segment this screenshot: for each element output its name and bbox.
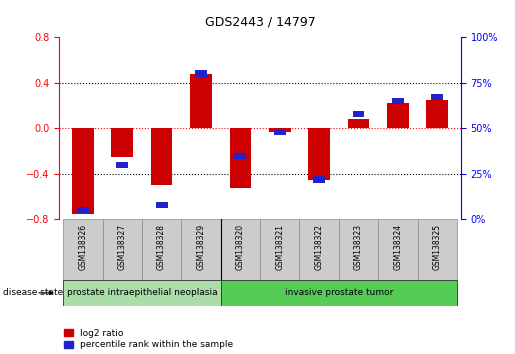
Text: GSM138328: GSM138328 [157, 224, 166, 270]
Text: GSM138326: GSM138326 [78, 224, 88, 270]
Text: GSM138322: GSM138322 [315, 224, 323, 270]
Bar [299, 219, 339, 280]
Bar [72, 128, 94, 214]
Bar [195, 70, 207, 77]
Text: GDS2443 / 14797: GDS2443 / 14797 [204, 15, 316, 28]
Bar [339, 219, 378, 280]
Bar [221, 280, 457, 306]
Bar [387, 103, 409, 128]
Text: disease state: disease state [3, 289, 63, 297]
Bar [426, 100, 448, 128]
Bar [111, 128, 133, 157]
Bar [190, 74, 212, 128]
Bar [313, 176, 325, 183]
Bar [221, 219, 260, 280]
Text: GSM138327: GSM138327 [118, 224, 127, 270]
Bar [308, 128, 330, 179]
Bar [392, 98, 404, 104]
Bar [102, 219, 142, 280]
Bar [156, 202, 167, 208]
Bar [63, 219, 102, 280]
Bar [77, 207, 89, 213]
Text: GSM138321: GSM138321 [275, 224, 284, 270]
Bar [353, 110, 365, 117]
Bar [269, 128, 290, 132]
Bar [260, 219, 299, 280]
Bar [274, 129, 286, 135]
Bar [234, 153, 246, 159]
Text: GSM138325: GSM138325 [433, 224, 442, 270]
Text: invasive prostate tumor: invasive prostate tumor [285, 289, 393, 297]
Bar [378, 219, 418, 280]
Bar [116, 162, 128, 168]
Bar [63, 280, 221, 306]
Text: GSM138329: GSM138329 [197, 224, 205, 270]
Bar [142, 219, 181, 280]
Text: GSM138323: GSM138323 [354, 224, 363, 270]
Legend: log2 ratio, percentile rank within the sample: log2 ratio, percentile rank within the s… [64, 329, 233, 349]
Bar [418, 219, 457, 280]
Text: GSM138320: GSM138320 [236, 224, 245, 270]
Bar [348, 119, 369, 128]
Bar [432, 94, 443, 101]
Bar [151, 128, 173, 185]
Text: prostate intraepithelial neoplasia: prostate intraepithelial neoplasia [66, 289, 217, 297]
Bar [181, 219, 221, 280]
Bar [230, 128, 251, 188]
Text: GSM138324: GSM138324 [393, 224, 402, 270]
